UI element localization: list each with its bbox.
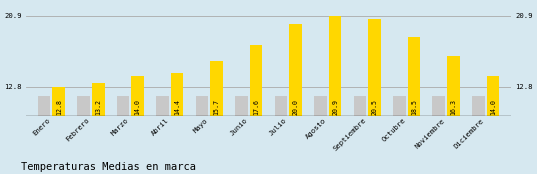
Bar	[487, 76, 499, 116]
Bar	[274, 96, 287, 116]
Bar	[92, 83, 105, 116]
Bar	[235, 96, 248, 116]
Bar	[195, 96, 208, 116]
Bar	[132, 76, 144, 116]
Text: 20.9: 20.9	[332, 99, 338, 115]
Text: 17.6: 17.6	[253, 99, 259, 115]
Bar	[117, 96, 129, 116]
Bar	[38, 96, 50, 116]
Bar	[314, 96, 326, 116]
Text: 20.5: 20.5	[372, 99, 378, 115]
Bar	[393, 96, 405, 116]
Bar	[472, 96, 484, 116]
Text: 16.3: 16.3	[451, 99, 456, 115]
Text: 14.0: 14.0	[135, 99, 141, 115]
Text: 20.0: 20.0	[293, 99, 299, 115]
Bar	[432, 96, 445, 116]
Bar	[156, 96, 169, 116]
Text: 12.8: 12.8	[56, 99, 62, 115]
Text: 14.0: 14.0	[490, 99, 496, 115]
Bar	[77, 96, 90, 116]
Bar	[353, 96, 366, 116]
Bar	[250, 45, 263, 116]
Bar	[289, 23, 302, 116]
Text: 15.7: 15.7	[214, 99, 220, 115]
Bar	[53, 87, 65, 116]
Bar	[447, 56, 460, 116]
Bar	[329, 16, 342, 116]
Bar	[171, 73, 184, 116]
Text: 14.4: 14.4	[174, 99, 180, 115]
Text: 13.2: 13.2	[95, 99, 101, 115]
Bar	[408, 37, 420, 116]
Bar	[368, 19, 381, 116]
Text: Temperaturas Medias en marca: Temperaturas Medias en marca	[21, 162, 197, 172]
Text: 18.5: 18.5	[411, 99, 417, 115]
Bar	[211, 61, 223, 116]
